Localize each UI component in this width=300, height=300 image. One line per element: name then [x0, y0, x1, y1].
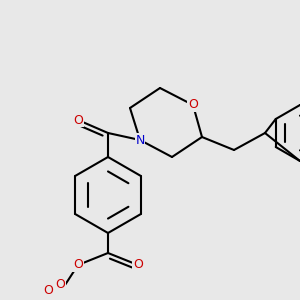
Text: O: O	[133, 259, 143, 272]
Text: N: N	[135, 134, 145, 146]
Text: O: O	[73, 113, 83, 127]
Text: O: O	[73, 259, 83, 272]
Text: O: O	[43, 284, 53, 296]
Text: O: O	[188, 98, 198, 112]
Text: O: O	[55, 278, 65, 292]
